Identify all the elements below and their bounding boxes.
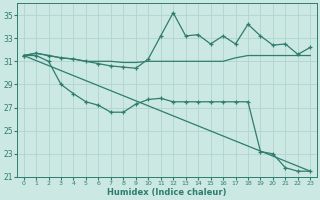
X-axis label: Humidex (Indice chaleur): Humidex (Indice chaleur) — [107, 188, 227, 197]
